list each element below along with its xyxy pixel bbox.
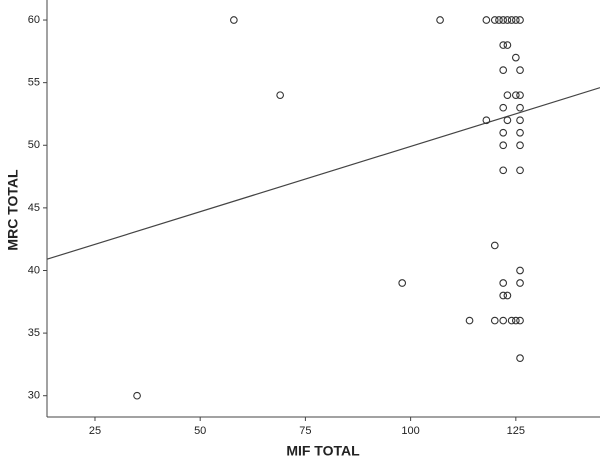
point — [490, 241, 499, 250]
point — [511, 316, 520, 325]
point — [499, 166, 508, 175]
x-tick-label: 125 — [507, 425, 525, 437]
point — [465, 316, 474, 325]
point — [133, 391, 141, 400]
fit-line — [46, 87, 600, 260]
point — [398, 279, 407, 287]
point — [507, 316, 516, 325]
point — [503, 291, 512, 300]
point — [516, 354, 524, 362]
point — [499, 41, 508, 49]
point — [436, 16, 444, 24]
point — [516, 166, 524, 175]
y-tick-label: 40 — [28, 264, 40, 276]
point — [495, 16, 503, 24]
x-axis-title: MIF TOTAL — [286, 443, 360, 459]
point — [516, 16, 524, 24]
point — [511, 91, 520, 100]
point — [503, 116, 512, 125]
point — [503, 41, 512, 49]
point — [503, 91, 512, 100]
point — [516, 279, 524, 287]
point — [516, 103, 524, 112]
point — [516, 316, 524, 325]
point — [516, 66, 524, 74]
point — [507, 16, 516, 24]
point — [490, 316, 499, 325]
point — [516, 141, 524, 150]
y-tick-label: 45 — [28, 202, 40, 214]
point — [482, 116, 491, 125]
y-axis-title: MRC TOTAL — [5, 169, 21, 251]
point — [516, 116, 524, 125]
point — [230, 16, 238, 24]
point — [499, 316, 508, 325]
point — [499, 16, 508, 24]
point — [511, 53, 520, 62]
y-tick-label: 50 — [28, 139, 40, 151]
point — [516, 266, 524, 275]
y-tick-label: 60 — [28, 14, 40, 26]
point — [499, 128, 508, 137]
point — [276, 91, 285, 100]
point — [490, 16, 499, 24]
y-tick-label: 55 — [28, 77, 40, 89]
point — [503, 16, 512, 24]
point — [482, 16, 491, 24]
x-tick-label: 25 — [89, 425, 101, 437]
point — [516, 91, 524, 100]
point — [499, 291, 508, 300]
point — [499, 103, 508, 112]
x-tick-label: 75 — [299, 425, 311, 437]
point — [499, 279, 508, 287]
y-tick-label: 35 — [28, 327, 40, 339]
point — [499, 141, 508, 150]
x-tick-label: 100 — [401, 425, 419, 437]
point — [511, 16, 520, 24]
point — [499, 66, 508, 74]
y-tick-label: 30 — [28, 390, 40, 402]
x-tick-label: 50 — [194, 425, 206, 437]
point — [516, 128, 524, 137]
